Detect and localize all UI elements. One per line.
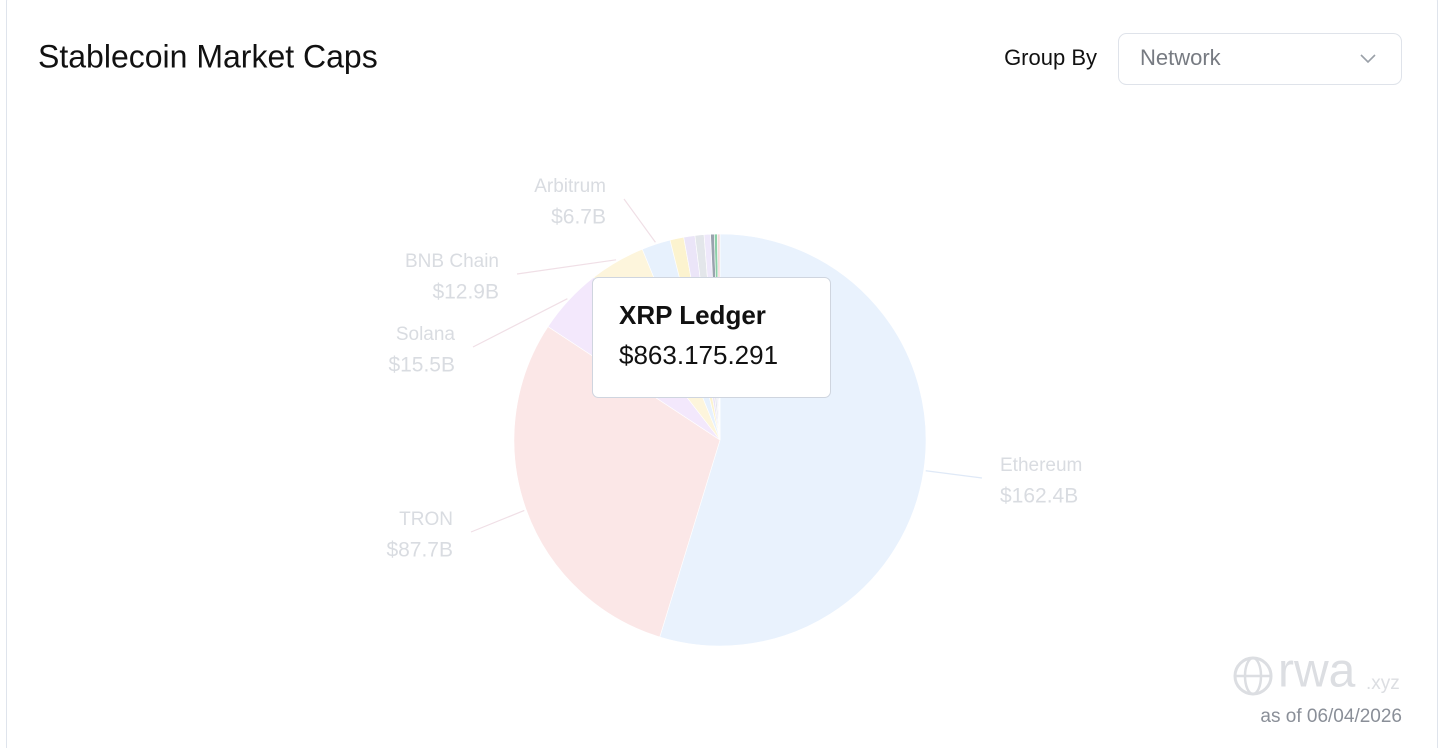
pie-slice	[513, 326, 721, 638]
brand-suffix: .xyz	[1366, 673, 1400, 694]
slice-label: Ethereum	[1000, 455, 1082, 476]
slice-value-label: $12.9B	[432, 281, 499, 304]
slice-value-label: $15.5B	[388, 354, 455, 377]
tooltip: XRP Ledger $863.175.291	[592, 277, 831, 398]
select-box[interactable]	[1118, 33, 1402, 85]
chart-title: Stablecoin Market Caps	[38, 38, 378, 74]
brand-logo: rwa .xyz	[1233, 645, 1400, 698]
tooltip-value: $863.175.291	[619, 340, 778, 370]
select-value[interactable]: Network	[1140, 45, 1222, 70]
slice-label: Solana	[396, 324, 456, 345]
chevron[interactable]	[1360, 54, 1376, 64]
tooltip-title: XRP Ledger	[619, 300, 766, 330]
brand: rwa	[1278, 645, 1356, 698]
slice-label: TRON	[399, 509, 453, 530]
as-of-date: as of 06/04/2026	[1260, 706, 1402, 727]
group-by-label: Group By	[1004, 45, 1097, 70]
leader-line	[516, 259, 617, 275]
leader-line	[470, 509, 525, 533]
slice-value-label: $162.4B	[1000, 485, 1078, 508]
leader-line	[623, 198, 656, 243]
slice-label: Arbitrum	[534, 176, 606, 197]
leader-line	[472, 298, 568, 348]
tooltip-box	[592, 277, 831, 398]
group-by-select[interactable]: Network	[1118, 33, 1402, 85]
slice-value-label: $6.7B	[551, 206, 606, 229]
leader-line	[925, 470, 983, 479]
slice-label: BNB Chain	[405, 251, 499, 272]
slice-value-label: $87.7B	[386, 539, 453, 562]
